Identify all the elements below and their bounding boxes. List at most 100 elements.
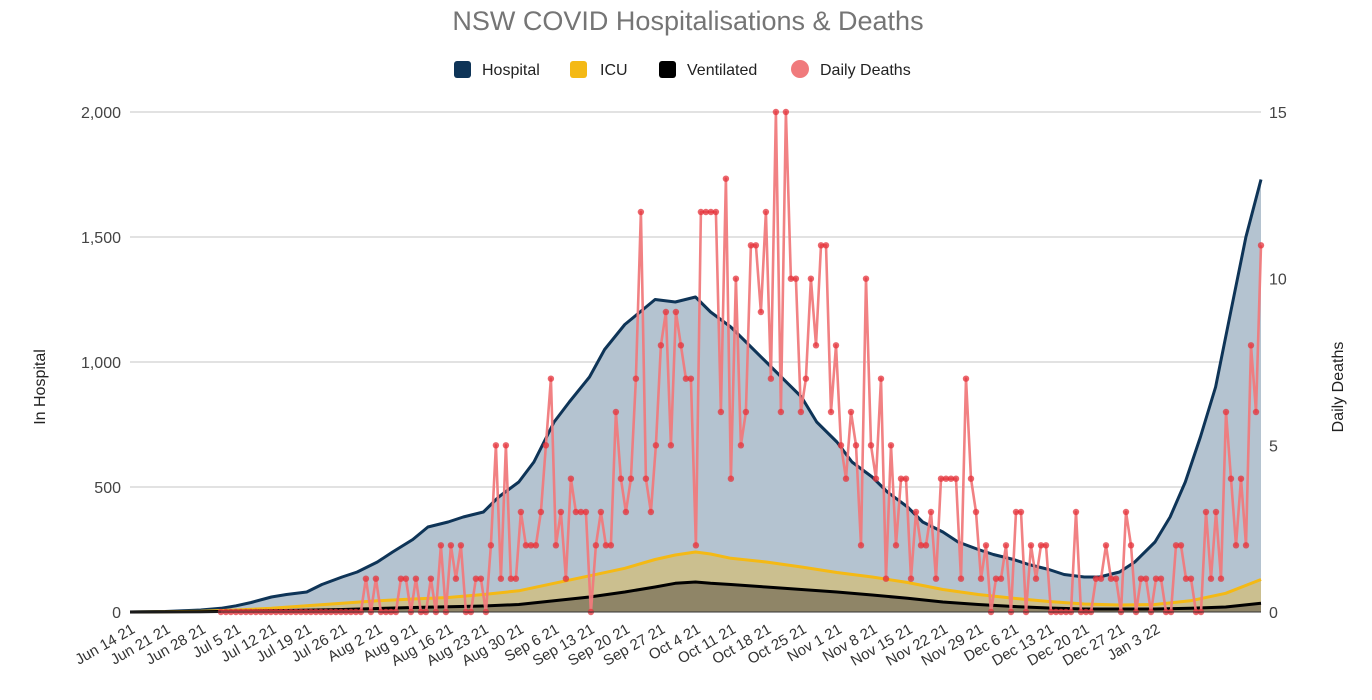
daily-deaths-point (747, 242, 755, 249)
daily-deaths-point (402, 575, 410, 582)
daily-deaths-point (742, 408, 750, 416)
daily-deaths-point (672, 308, 680, 316)
daily-deaths-point (697, 208, 705, 216)
daily-deaths-point (997, 575, 1005, 582)
daily-deaths-point (822, 242, 830, 249)
hospital-line (129, 179, 1263, 614)
right-axis: 0 5 10 15 (1269, 105, 1287, 622)
y-axis-label: In Hospital (32, 349, 49, 425)
daily-deaths-point (1127, 542, 1135, 549)
legend-item-icu[interactable]: ICU (570, 61, 628, 79)
legend-swatch-icu (570, 61, 587, 78)
daily-deaths-point (952, 475, 960, 482)
daily-deaths-point (602, 542, 610, 549)
daily-deaths-point (437, 542, 445, 549)
daily-deaths-point (982, 542, 990, 549)
daily-deaths-point (682, 375, 690, 382)
legend-item-daily-deaths[interactable]: Daily Deaths (791, 60, 911, 79)
daily-deaths-point (722, 175, 730, 182)
daily-deaths-point (667, 442, 675, 449)
icu-line (129, 550, 1262, 614)
daily-deaths-point (1252, 408, 1260, 416)
daily-deaths-point (847, 408, 855, 416)
daily-deaths-point (657, 342, 665, 349)
daily-deaths-point (1002, 542, 1010, 549)
daily-deaths-point (1097, 575, 1105, 582)
daily-deaths-point (732, 275, 740, 282)
daily-deaths-point (787, 275, 795, 282)
daily-deaths-point (547, 375, 555, 382)
legend-swatch-ventilated (659, 61, 676, 78)
daily-deaths-point (1017, 508, 1025, 516)
daily-deaths-point (702, 208, 710, 216)
daily-deaths-point (447, 542, 455, 549)
daily-deaths-point (1157, 575, 1165, 582)
daily-deaths-point (752, 242, 760, 249)
daily-deaths-point (1042, 542, 1050, 549)
legend-label-daily-deaths: Daily Deaths (820, 62, 911, 79)
daily-deaths-point (892, 542, 900, 549)
daily-deaths-point (852, 442, 860, 449)
daily-deaths-point (1092, 575, 1100, 582)
daily-deaths-point (842, 475, 850, 482)
daily-deaths-point (497, 575, 505, 582)
daily-deaths-point (912, 508, 920, 516)
daily-deaths-point (832, 342, 840, 349)
daily-deaths-point (412, 575, 420, 582)
y2-tick-label: 10 (1269, 272, 1287, 289)
daily-deaths-point (837, 442, 845, 449)
daily-deaths-point (962, 375, 970, 382)
daily-deaths-point (737, 442, 745, 449)
daily-deaths-point (452, 575, 460, 582)
legend-label-icu: ICU (600, 62, 628, 79)
chart-title: NSW COVID Hospitalisations & Deaths (452, 6, 923, 36)
daily-deaths-point (947, 475, 955, 482)
daily-deaths-point (1037, 542, 1045, 549)
daily-deaths-point (802, 375, 810, 382)
daily-deaths-point (542, 442, 550, 449)
daily-deaths-point (882, 575, 890, 582)
daily-deaths-point (992, 575, 1000, 582)
daily-deaths-point (1217, 575, 1225, 582)
daily-deaths-point (867, 442, 875, 449)
daily-deaths-point (767, 375, 775, 382)
daily-deaths-point (857, 542, 865, 549)
daily-deaths-point (1237, 475, 1245, 482)
daily-deaths-point (712, 208, 720, 216)
daily-deaths-point (362, 575, 370, 582)
daily-deaths-point (642, 475, 650, 482)
hospital-area-fill (130, 179, 1261, 612)
daily-deaths-point (1247, 342, 1255, 349)
daily-deaths-point (477, 575, 485, 582)
daily-deaths-point (1032, 575, 1040, 582)
y-tick-label: 1,000 (81, 355, 121, 372)
daily-deaths-point (597, 508, 605, 516)
daily-deaths-point (397, 575, 405, 582)
daily-deaths-point (1107, 575, 1115, 582)
daily-deaths-point (1027, 542, 1035, 549)
legend-item-hospital[interactable]: Hospital (454, 61, 540, 79)
legend-label-hospital: Hospital (482, 62, 540, 79)
daily-deaths-point (552, 542, 560, 549)
legend-label-ventilated: Ventilated (687, 62, 757, 79)
y2-axis-label: Daily Deaths (1330, 342, 1347, 433)
daily-deaths-point (727, 475, 735, 482)
daily-deaths-point (1177, 542, 1185, 549)
daily-deaths-point (1152, 575, 1160, 582)
legend: Hospital ICU Ventilated Daily Deaths (454, 60, 911, 79)
daily-deaths-point (692, 542, 700, 549)
daily-deaths-point (1102, 542, 1110, 549)
daily-deaths-point (562, 575, 570, 582)
daily-deaths-point (492, 442, 500, 449)
legend-swatch-hospital (454, 61, 471, 78)
daily-deaths-point (652, 442, 660, 449)
daily-deaths-point (1112, 575, 1120, 582)
daily-deaths-point (917, 542, 925, 549)
daily-deaths-point (922, 542, 930, 549)
daily-deaths-point (1122, 508, 1130, 516)
legend-item-ventilated[interactable]: Ventilated (659, 61, 757, 79)
daily-deaths-point (637, 208, 645, 216)
daily-deaths-point (1242, 542, 1250, 549)
